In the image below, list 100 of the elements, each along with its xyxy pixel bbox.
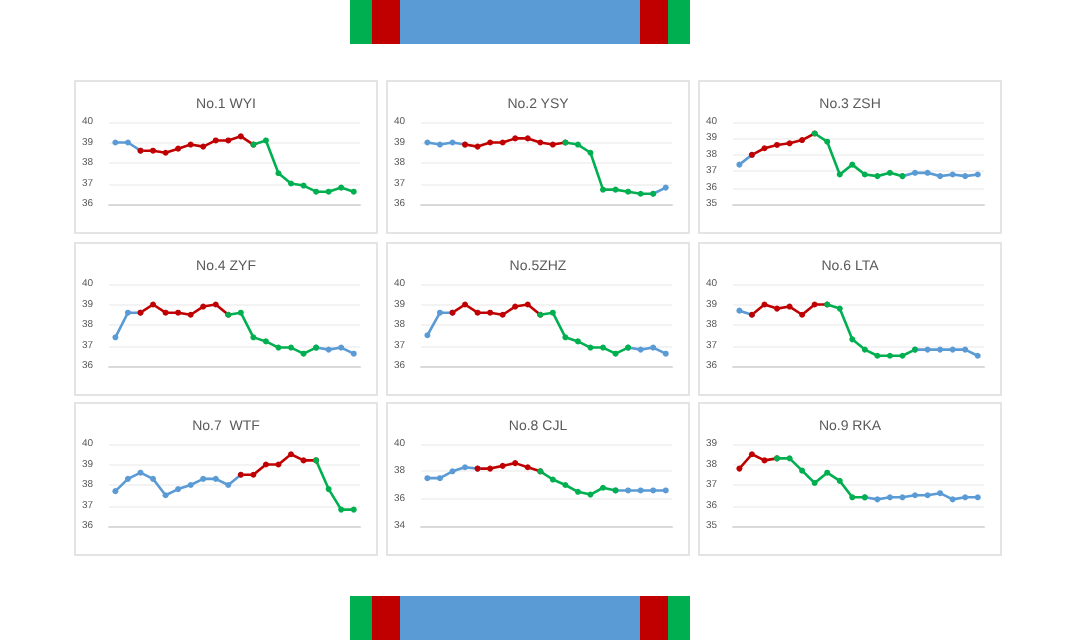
point (912, 492, 919, 499)
point (187, 482, 194, 488)
line-series (537, 468, 619, 498)
point (436, 309, 443, 316)
point (436, 141, 443, 148)
point (924, 169, 931, 176)
point (937, 490, 944, 497)
point (574, 488, 581, 495)
point (275, 344, 282, 351)
point (861, 346, 868, 353)
point (937, 173, 944, 180)
point (187, 311, 194, 318)
point (512, 460, 519, 467)
point (949, 346, 956, 353)
line-series (137, 133, 257, 156)
point (162, 492, 169, 499)
point (487, 465, 494, 472)
point (162, 309, 169, 316)
point (786, 303, 793, 310)
point (600, 484, 607, 491)
point (786, 455, 793, 462)
point (587, 491, 594, 498)
point (637, 190, 644, 197)
point (499, 462, 506, 469)
point (462, 301, 469, 308)
point (350, 506, 357, 513)
point (424, 332, 431, 339)
line-series (250, 137, 357, 195)
point (288, 180, 295, 187)
point (974, 494, 981, 501)
point (761, 457, 768, 464)
point (924, 346, 931, 353)
point (549, 476, 556, 483)
point (874, 496, 881, 503)
line-series (537, 309, 632, 357)
point (150, 147, 157, 154)
point (288, 344, 295, 351)
point (512, 303, 519, 310)
point (949, 171, 956, 178)
point (350, 350, 357, 357)
point (200, 475, 207, 482)
point (499, 311, 506, 318)
point (811, 479, 818, 486)
point (562, 334, 569, 341)
point (650, 344, 657, 351)
point (962, 494, 969, 501)
point (237, 133, 244, 140)
point (849, 494, 856, 501)
point (587, 344, 594, 351)
point (562, 482, 569, 488)
point (849, 336, 856, 343)
point (512, 135, 519, 142)
point (849, 161, 856, 168)
point (124, 139, 131, 146)
point (861, 171, 868, 178)
point (824, 138, 831, 145)
point (175, 486, 182, 493)
point (637, 346, 644, 353)
point (899, 352, 906, 359)
point (150, 301, 157, 308)
point (874, 352, 881, 359)
point (338, 344, 345, 351)
point (761, 301, 768, 308)
point (625, 487, 632, 494)
point (736, 465, 743, 472)
point (799, 311, 806, 318)
point (487, 139, 494, 146)
point (650, 487, 657, 494)
point (662, 184, 669, 191)
point (574, 338, 581, 345)
point (175, 309, 182, 316)
point (736, 307, 743, 314)
point (886, 494, 893, 501)
point (175, 145, 182, 152)
point (162, 149, 169, 156)
point (524, 464, 531, 471)
point (200, 303, 207, 310)
point (112, 139, 119, 146)
point (874, 173, 881, 180)
point (912, 169, 919, 176)
line-series (774, 455, 868, 501)
point (937, 346, 944, 353)
point (124, 475, 131, 482)
point (338, 184, 345, 191)
point (112, 334, 119, 341)
point (574, 141, 581, 148)
point (275, 461, 282, 468)
point (212, 475, 219, 482)
point (962, 346, 969, 353)
point (338, 506, 345, 513)
point (275, 170, 282, 177)
point (300, 457, 307, 464)
point (150, 475, 157, 482)
line-series (748, 130, 818, 158)
point (212, 137, 219, 144)
point (424, 139, 431, 146)
point (300, 182, 307, 189)
point (200, 143, 207, 150)
point (124, 309, 131, 316)
point (250, 334, 257, 341)
